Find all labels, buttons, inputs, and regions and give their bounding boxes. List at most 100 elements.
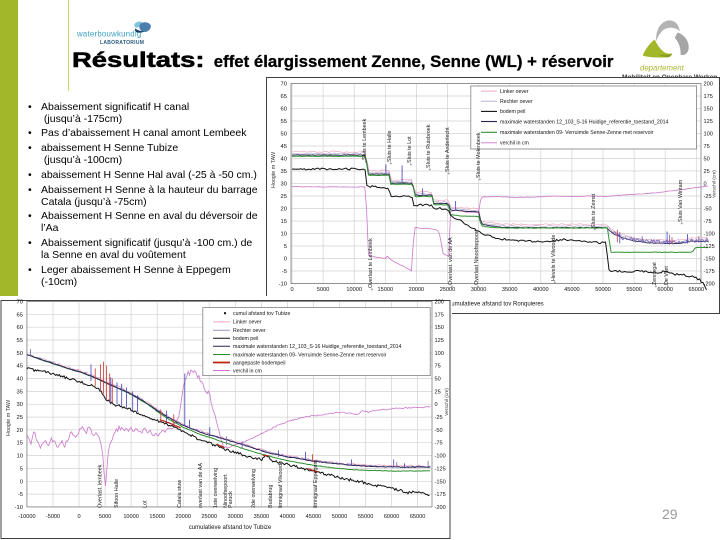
svg-text:5000: 5000 bbox=[99, 514, 111, 520]
svg-text:-100: -100 bbox=[704, 232, 715, 238]
svg-text:Paruck: Paruck bbox=[228, 491, 234, 508]
svg-text:125: 125 bbox=[704, 119, 713, 125]
svg-text:30000: 30000 bbox=[228, 514, 244, 520]
svg-text:Sluis te Ruisbroek: Sluis te Ruisbroek bbox=[426, 124, 432, 168]
svg-text:maximale waterstanden 12_103_S: maximale waterstanden 12_103_S-16 Huidig… bbox=[233, 344, 402, 350]
svg-text:Linker oever: Linker oever bbox=[500, 89, 529, 95]
svg-text:Ninoofsepoort: Ninoofsepoort bbox=[223, 474, 229, 508]
svg-text:+: + bbox=[448, 171, 451, 176]
svg-text:Rechter oever: Rechter oever bbox=[233, 328, 266, 334]
svg-text:10: 10 bbox=[281, 232, 287, 238]
svg-text:waterbouwkundig: waterbouwkundig bbox=[76, 30, 141, 39]
svg-text:De Vliet: De Vliet bbox=[664, 266, 670, 285]
svg-text:10000: 10000 bbox=[346, 287, 362, 293]
svg-text:+: + bbox=[390, 161, 393, 166]
svg-text:0: 0 bbox=[435, 402, 438, 408]
svg-text:0: 0 bbox=[284, 257, 287, 263]
svg-text:10: 10 bbox=[17, 454, 23, 460]
svg-text:25000: 25000 bbox=[201, 514, 217, 520]
svg-text:+: + bbox=[410, 162, 413, 167]
svg-text:Budabrug: Budabrug bbox=[268, 485, 274, 508]
svg-text:25: 25 bbox=[281, 194, 287, 200]
svg-text:0: 0 bbox=[20, 479, 23, 485]
svg-text:-150: -150 bbox=[435, 479, 446, 485]
svg-text:cumulatieve afstand tov Tubiz: cumulatieve afstand tov Tubize bbox=[189, 525, 272, 531]
svg-text:+: + bbox=[365, 159, 368, 164]
svg-text:+: + bbox=[477, 284, 480, 289]
svg-text:Hoogte m TAW: Hoogte m TAW bbox=[271, 151, 277, 188]
svg-text:Sluis Van Wintam: Sluis Van Wintam bbox=[678, 179, 684, 222]
svg-text:60: 60 bbox=[17, 325, 23, 331]
svg-text:150: 150 bbox=[704, 107, 713, 113]
svg-text:-5000: -5000 bbox=[46, 514, 60, 520]
svg-text:+: + bbox=[479, 177, 482, 182]
svg-text:60: 60 bbox=[281, 107, 287, 113]
svg-text:+: + bbox=[667, 284, 670, 289]
svg-text:-25: -25 bbox=[704, 194, 712, 200]
svg-text:-10: -10 bbox=[279, 282, 287, 288]
svg-text:maximale waterstanden 09- Verr: maximale waterstanden 09- Verruimde Senn… bbox=[500, 130, 654, 136]
svg-text:50: 50 bbox=[704, 157, 710, 163]
svg-text:20000: 20000 bbox=[409, 287, 425, 293]
svg-text:200: 200 bbox=[435, 300, 444, 306]
svg-text:Sifoon Halle: Sifoon Halle bbox=[114, 479, 120, 508]
svg-text:100: 100 bbox=[704, 132, 713, 138]
svg-text:Lot: Lot bbox=[143, 500, 149, 508]
svg-text:-75: -75 bbox=[435, 441, 443, 447]
svg-text:-25: -25 bbox=[435, 415, 443, 421]
svg-text:Overlast Ninoofsepoort: Overlast Ninoofsepoort bbox=[474, 229, 480, 285]
svg-text:60000: 60000 bbox=[657, 287, 673, 293]
svg-text:175: 175 bbox=[704, 94, 713, 100]
svg-text:45000: 45000 bbox=[306, 514, 322, 520]
svg-text:0: 0 bbox=[77, 514, 80, 520]
svg-text:20000: 20000 bbox=[175, 514, 191, 520]
svg-text:10000: 10000 bbox=[123, 514, 139, 520]
svg-text:15000: 15000 bbox=[149, 514, 165, 520]
svg-text:30: 30 bbox=[17, 402, 23, 408]
svg-text:20: 20 bbox=[17, 428, 23, 434]
svg-text:25: 25 bbox=[17, 415, 23, 421]
svg-text:45: 45 bbox=[17, 364, 23, 370]
svg-text:Sluis te Molenbeek: Sluis te Molenbeek bbox=[476, 132, 482, 178]
svg-text:50: 50 bbox=[17, 351, 23, 357]
svg-text:100: 100 bbox=[435, 351, 444, 357]
svg-text:bodem peil: bodem peil bbox=[500, 109, 525, 115]
svg-text:2de overwelving: 2de overwelving bbox=[251, 469, 257, 508]
svg-text:Overlast te Lembeek: Overlast te Lembeek bbox=[368, 238, 374, 288]
svg-text:5: 5 bbox=[20, 466, 23, 472]
svg-text:45000: 45000 bbox=[564, 287, 580, 293]
svg-text:50: 50 bbox=[281, 132, 287, 138]
svg-text:25: 25 bbox=[435, 389, 441, 395]
svg-text:-50: -50 bbox=[435, 428, 443, 434]
svg-text:-150: -150 bbox=[704, 257, 715, 263]
svg-text:+: + bbox=[681, 221, 684, 226]
svg-text:50000: 50000 bbox=[595, 287, 611, 293]
svg-text:verchil in cm: verchil in cm bbox=[233, 368, 262, 374]
svg-text:maximale waterstanden 12_103_S: maximale waterstanden 12_103_S-16 Huidig… bbox=[500, 119, 669, 125]
svg-text:15: 15 bbox=[17, 441, 23, 447]
svg-text:25: 25 bbox=[704, 169, 710, 175]
svg-text:15: 15 bbox=[281, 219, 287, 225]
svg-text:cumul afstand tov Tubize: cumul afstand tov Tubize bbox=[233, 311, 290, 317]
svg-text:Catala stuw: Catala stuw bbox=[177, 480, 183, 508]
svg-text:+: + bbox=[451, 284, 454, 289]
svg-text:bodem peil: bodem peil bbox=[233, 336, 258, 342]
svg-text:125: 125 bbox=[435, 338, 444, 344]
svg-text:cumulatieve afstand tov Ronqu: cumulatieve afstand tov Ronquieres bbox=[448, 302, 543, 308]
svg-text:Sluis te Lembeek: Sluis te Lembeek bbox=[362, 118, 368, 160]
svg-text:+: + bbox=[371, 287, 374, 292]
svg-text:1ste overwelving: 1ste overwelving bbox=[213, 468, 219, 508]
svg-text:55000: 55000 bbox=[358, 514, 374, 520]
svg-text:30: 30 bbox=[281, 182, 287, 188]
svg-text:Linker oever: Linker oever bbox=[233, 320, 262, 326]
svg-text:35000: 35000 bbox=[254, 514, 270, 520]
svg-text:75: 75 bbox=[435, 364, 441, 370]
svg-text:-5: -5 bbox=[18, 492, 23, 498]
svg-text:limnigraaf Vilvoorde: limnigraaf Vilvoorde bbox=[278, 461, 284, 508]
svg-text:15000: 15000 bbox=[378, 287, 394, 293]
svg-text:5000: 5000 bbox=[317, 287, 329, 293]
svg-text:Sluis te Lot: Sluis te Lot bbox=[407, 136, 413, 163]
svg-text:Verschil (cm): Verschil (cm) bbox=[444, 388, 450, 416]
svg-text:Sluis te Anderlecht: Sluis te Anderlecht bbox=[445, 127, 451, 172]
svg-text:+: + bbox=[429, 167, 432, 172]
